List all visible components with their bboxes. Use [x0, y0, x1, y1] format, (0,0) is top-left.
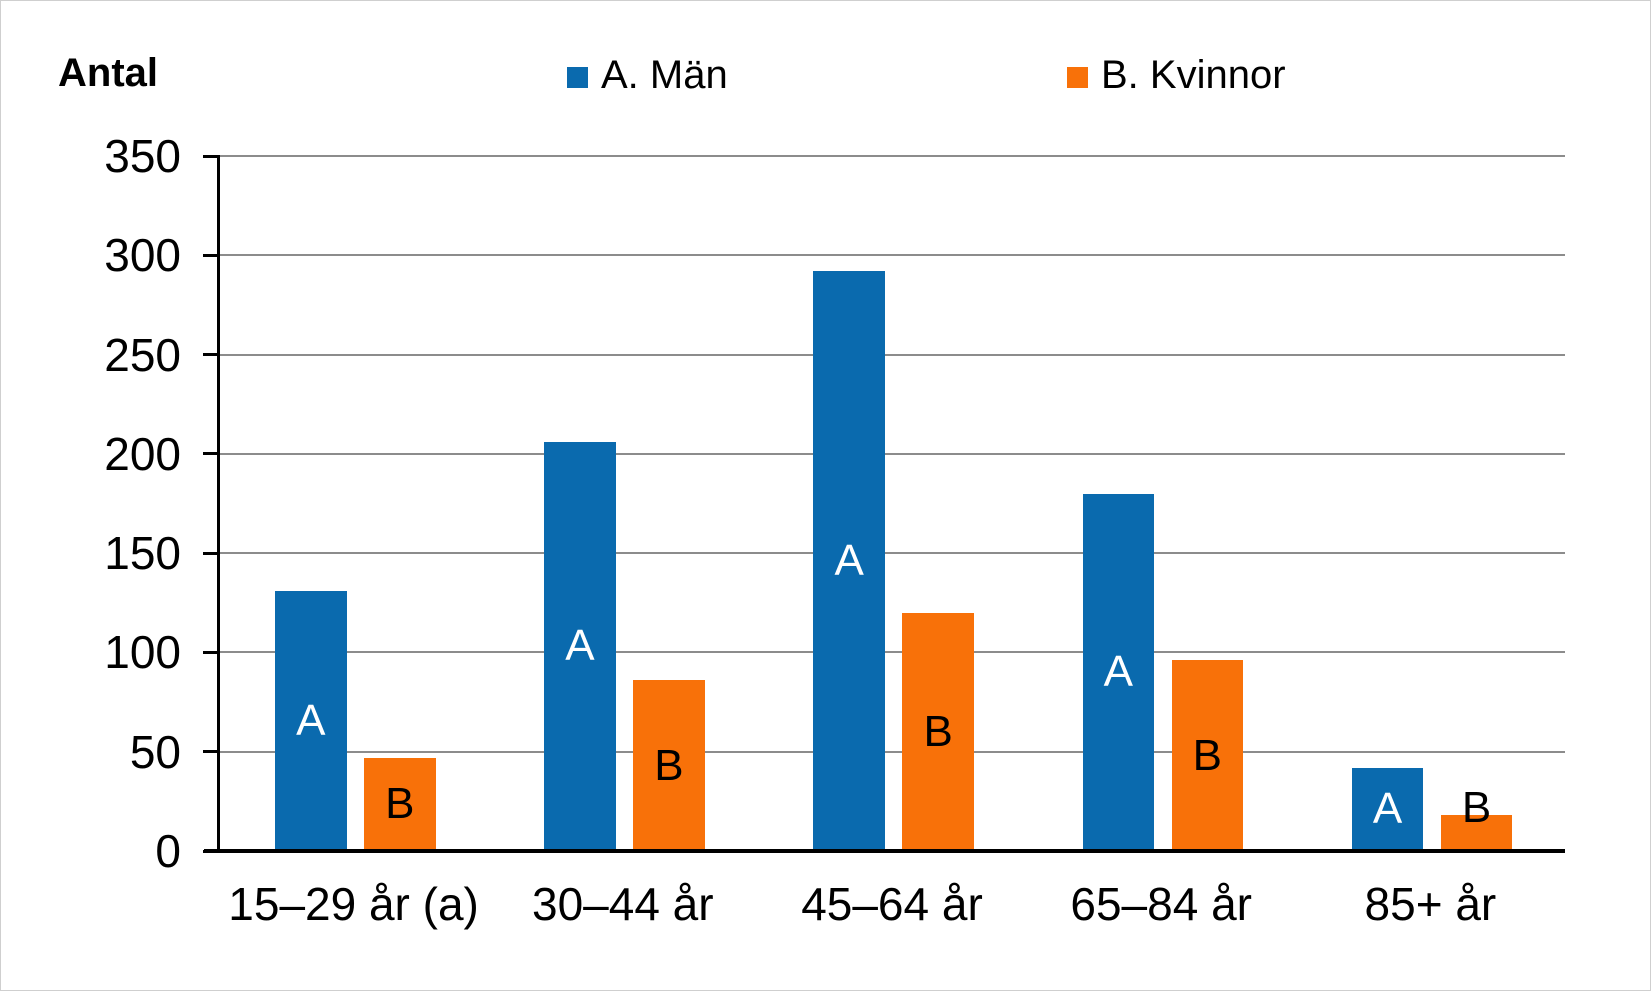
- legend-item-women: B. Kvinnor: [1067, 53, 1286, 98]
- legend-swatch-women-icon: [1067, 66, 1088, 88]
- bar-men: [544, 441, 616, 851]
- bar-label: A: [296, 695, 326, 745]
- y-tick-mark: [203, 750, 220, 754]
- bar-men: [275, 590, 347, 851]
- x-category-label: 30–44 år: [531, 878, 714, 930]
- legend-label-men: A. Män: [601, 53, 728, 97]
- bar-women: [633, 680, 705, 851]
- y-axis-line: [217, 156, 220, 851]
- bar-label: A: [834, 536, 864, 586]
- x-category-label: 15–29 år (a): [228, 878, 479, 930]
- bar-label: B: [1192, 730, 1223, 780]
- bar-label: B: [1461, 783, 1492, 833]
- x-axis-line: [204, 849, 1565, 853]
- bar-label: A: [1103, 647, 1134, 697]
- bar-women: [1171, 660, 1244, 851]
- bar-men: [813, 271, 885, 851]
- y-tick-mark: [203, 650, 220, 654]
- gridline: [219, 651, 1565, 654]
- bar-women: [364, 757, 436, 851]
- y-tick-mark: [203, 253, 220, 257]
- legend-item-men: A. Män: [567, 53, 728, 98]
- chart-title: Antal: [58, 51, 158, 95]
- x-category-label: 45–64 år: [801, 878, 983, 930]
- bar-label: A: [565, 621, 595, 671]
- legend-label-women: B. Kvinnor: [1101, 53, 1286, 97]
- y-tick-mark: [203, 551, 220, 555]
- bar-label: B: [654, 740, 684, 790]
- y-tick-mark: [203, 154, 220, 158]
- y-tick-label: 50: [129, 725, 181, 778]
- gridline: [219, 155, 1565, 157]
- y-tick-label: 250: [104, 328, 181, 381]
- bar-label: B: [385, 779, 415, 829]
- y-tick-label: 200: [104, 427, 181, 480]
- gridline: [219, 750, 1565, 753]
- gridline: [219, 254, 1565, 257]
- y-tick-label: 300: [104, 229, 181, 282]
- gridline: [219, 452, 1565, 455]
- y-tick-mark: [203, 353, 220, 357]
- bar-women: [902, 612, 974, 851]
- x-category-label: 65–84 år: [1070, 878, 1252, 930]
- y-tick-label: 350: [104, 130, 181, 182]
- y-tick-label: 100: [104, 626, 181, 679]
- gridline: [219, 353, 1565, 356]
- bar-women: [1440, 815, 1513, 851]
- bar-label: A: [1372, 784, 1403, 834]
- x-category-label: 85+ år: [1364, 878, 1497, 930]
- bar-label: B: [923, 706, 953, 756]
- gridline: [219, 552, 1565, 555]
- y-tick-label: 0: [155, 825, 181, 877]
- legend-swatch-men-icon: [567, 66, 588, 88]
- bar-men: [1082, 493, 1155, 851]
- bar-men: [1351, 767, 1424, 851]
- y-tick-mark: [203, 452, 220, 456]
- y-tick-label: 150: [104, 527, 181, 580]
